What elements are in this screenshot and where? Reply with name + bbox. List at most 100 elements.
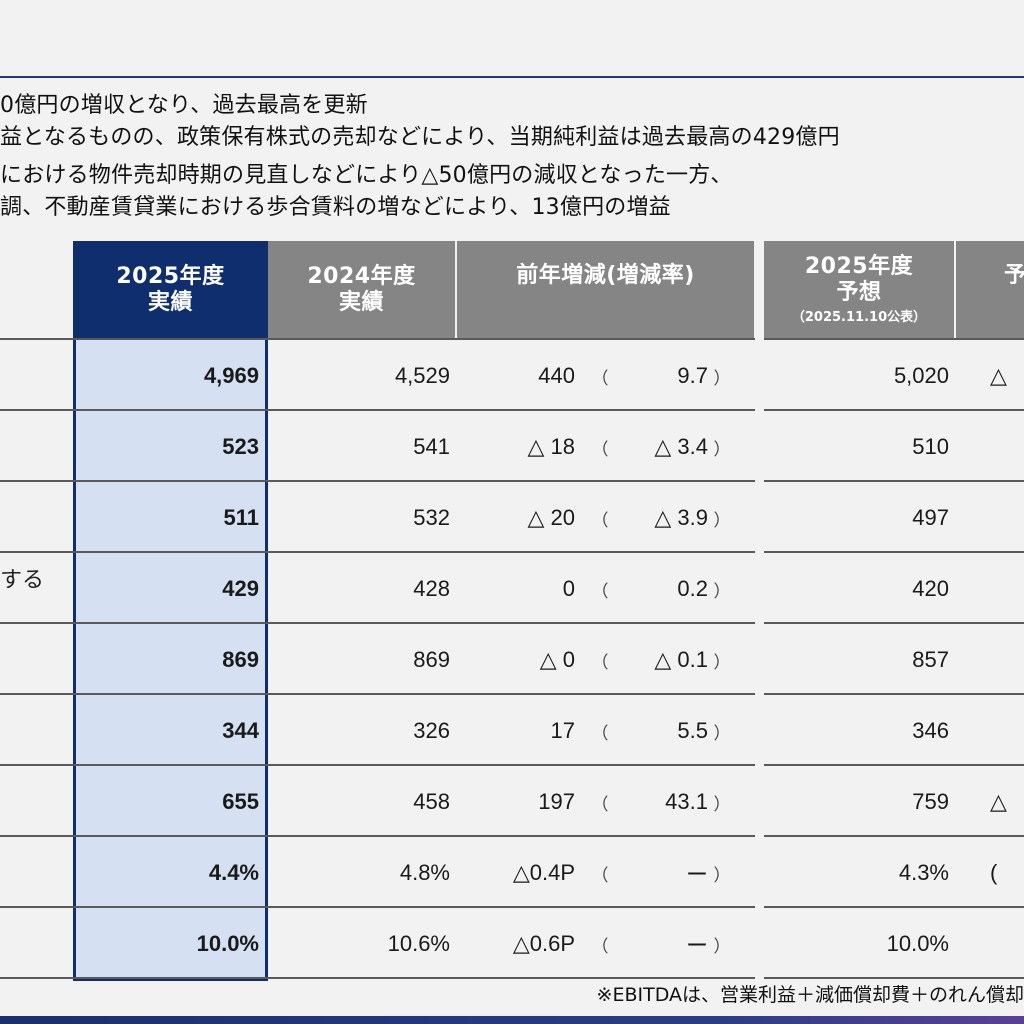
cell-2025-forecast: 420 — [912, 576, 949, 601]
cell-2025-actual: 10.0% — [196, 931, 259, 956]
cell-2025-actual: 655 — [222, 789, 259, 814]
row-divider — [0, 480, 755, 482]
cell-paren-close: ） — [713, 510, 731, 530]
cell-2024-actual: 4.8% — [399, 860, 450, 885]
cell-2025-forecast: 857 — [912, 647, 949, 672]
row-divider — [0, 551, 755, 553]
cell-partial-forecast: △ — [990, 363, 1007, 388]
cell-partial-forecast — [990, 554, 1024, 624]
cell-yoy-diff: 440 — [538, 363, 575, 388]
cell-2025-forecast: 4.3% — [898, 860, 949, 885]
cell-partial-forecast: ( — [990, 860, 998, 885]
cell-paren-open: （ — [591, 581, 609, 601]
row-divider — [0, 835, 755, 837]
cell-2024-actual: 541 — [413, 434, 450, 459]
cell-yoy-diff: △ 18 — [527, 434, 575, 459]
header-2025-actual-label: 実績 — [147, 289, 193, 315]
header-2025-actual-year: 2025年度 — [116, 263, 225, 289]
cell-yoy-rate: 9.7 — [677, 363, 708, 388]
cell-paren-close: ） — [713, 865, 731, 885]
header-2025-forecast: 2025年度 予想 （2025.11.10公表） — [764, 241, 954, 338]
row-divider — [0, 693, 755, 695]
row-divider — [0, 764, 755, 766]
cell-partial-forecast — [990, 696, 1024, 766]
row-divider — [764, 977, 1024, 979]
row-divider — [764, 338, 1024, 340]
cell-yoy-rate: 0.2 — [677, 576, 708, 601]
row-divider — [764, 906, 1024, 908]
row-divider — [764, 764, 1024, 766]
cell-2025-actual: 4,969 — [203, 363, 259, 388]
header-partial-forecast-label: 予 — [1004, 263, 1024, 288]
cell-yoy-diff: 197 — [538, 789, 575, 814]
cell-partial-forecast — [990, 412, 1024, 482]
cell-2025-forecast: 10.0% — [886, 931, 949, 956]
cell-2024-actual: 4,529 — [394, 363, 450, 388]
cell-2024-actual: 326 — [413, 718, 450, 743]
bullet-line-3: における物件売却時期の見直しなどにより△50億円の減収となった一方、 — [0, 163, 733, 188]
cell-paren-open: （ — [591, 652, 609, 672]
cell-2025-actual: 344 — [222, 718, 259, 743]
cell-paren-open: （ — [591, 439, 609, 459]
bottom-accent-bar — [0, 1016, 1024, 1024]
cell-2025-forecast: 5,020 — [893, 363, 949, 388]
header-2024-actual-label: 実績 — [338, 289, 384, 315]
cell-paren-close: ） — [713, 581, 731, 601]
cell-paren-open: （ — [591, 936, 609, 956]
cell-2024-actual: 10.6% — [387, 931, 450, 956]
row-divider — [764, 551, 1024, 553]
cell-2024-actual: 869 — [413, 647, 450, 672]
row-divider — [764, 835, 1024, 837]
actual-column-highlight — [73, 338, 268, 981]
row-divider — [764, 693, 1024, 695]
top-divider — [0, 76, 1024, 78]
cell-2025-forecast: 510 — [912, 434, 949, 459]
cell-yoy-diff: △ 0 — [539, 647, 575, 672]
cell-2025-forecast: 759 — [912, 789, 949, 814]
cell-paren-close: ） — [713, 439, 731, 459]
cell-paren-close: ） — [713, 368, 731, 388]
row-divider — [0, 338, 755, 340]
cell-yoy-diff: △ 20 — [527, 505, 575, 530]
header-2025-actual: 2025年度 実績 — [73, 241, 268, 338]
cell-2024-actual: 428 — [413, 576, 450, 601]
footnote: ※EBITDAは、営業利益＋減価償却費＋のれん償却 — [596, 984, 1024, 1006]
header-2025-forecast-year: 2025年度 — [804, 253, 914, 279]
cell-yoy-diff: △0.4P — [512, 860, 575, 885]
bullet-line-1: 0億円の増収となり、過去最高を更新 — [0, 93, 368, 118]
row-divider — [764, 622, 1024, 624]
cell-partial-forecast: △ — [990, 789, 1007, 814]
cell-paren-open: （ — [591, 510, 609, 530]
row-divider — [0, 977, 755, 979]
cell-paren-close: ） — [713, 794, 731, 814]
cell-2024-actual: 532 — [413, 505, 450, 530]
cell-yoy-rate: 5.5 — [677, 718, 708, 743]
cell-paren-open: （ — [591, 865, 609, 885]
cell-partial-forecast — [990, 909, 1024, 979]
header-yoy-label: 前年増減(増減率) — [516, 263, 695, 288]
cell-yoy-diff: 17 — [550, 718, 575, 743]
header-yoy: 前年増減(増減率) — [457, 241, 754, 338]
header-2025-forecast-label: 予想 — [836, 279, 882, 305]
cell-2024-actual: 458 — [413, 789, 450, 814]
row-divider — [764, 480, 1024, 482]
cell-yoy-rate: △ 0.1 — [654, 647, 708, 672]
row-divider — [764, 409, 1024, 411]
header-forecast-note: （2025.11.10公表） — [791, 309, 927, 325]
cell-yoy-rate: △ 3.9 — [654, 505, 708, 530]
cell-paren-close: ） — [713, 936, 731, 956]
cell-partial-forecast — [990, 483, 1024, 553]
cell-paren-open: （ — [591, 723, 609, 743]
cell-paren-close: ） — [713, 723, 731, 743]
cell-2025-actual: 869 — [222, 647, 259, 672]
cell-2025-actual: 4.4% — [208, 860, 259, 885]
cell-yoy-rate: ー — [685, 933, 708, 958]
cell-yoy-diff: △0.6P — [512, 931, 575, 956]
cell-2025-actual: 429 — [222, 576, 259, 601]
row-divider — [0, 906, 755, 908]
cell-partial-forecast — [990, 625, 1024, 695]
row-divider — [0, 409, 755, 411]
cell-yoy-rate: 43.1 — [665, 789, 708, 814]
cell-yoy-diff: 0 — [562, 576, 575, 601]
cell-2025-actual: 523 — [222, 434, 259, 459]
